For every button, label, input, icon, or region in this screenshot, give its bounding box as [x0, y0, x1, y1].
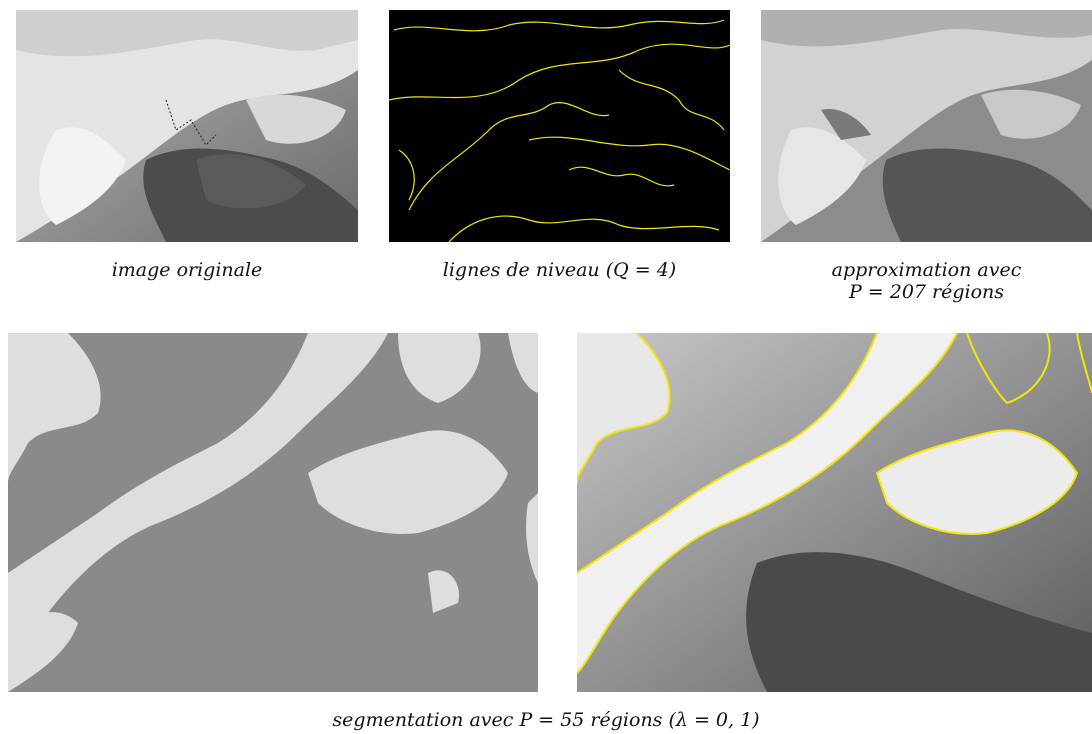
caption-line: image originale — [111, 259, 263, 281]
caption-original: image originale — [16, 259, 358, 281]
segmentation-panel — [8, 333, 538, 692]
approximation-panel — [761, 10, 1092, 242]
original-image-panel — [16, 10, 358, 242]
level-lines-panel — [389, 10, 730, 242]
caption-line: lignes de niveau (Q = 4) — [442, 259, 677, 281]
caption-line: P = 207 régions — [848, 281, 1005, 303]
segmentation-overlay-panel — [577, 333, 1092, 692]
caption-line: segmentation avec P = 55 régions (λ = 0,… — [332, 709, 760, 731]
caption-segmentation: segmentation avec P = 55 régions (λ = 0,… — [0, 709, 1092, 731]
caption-approximation: approximation avec P = 207 régions — [761, 259, 1092, 303]
caption-level-lines: lignes de niveau (Q = 4) — [389, 259, 730, 281]
caption-line: approximation avec — [831, 259, 1022, 281]
